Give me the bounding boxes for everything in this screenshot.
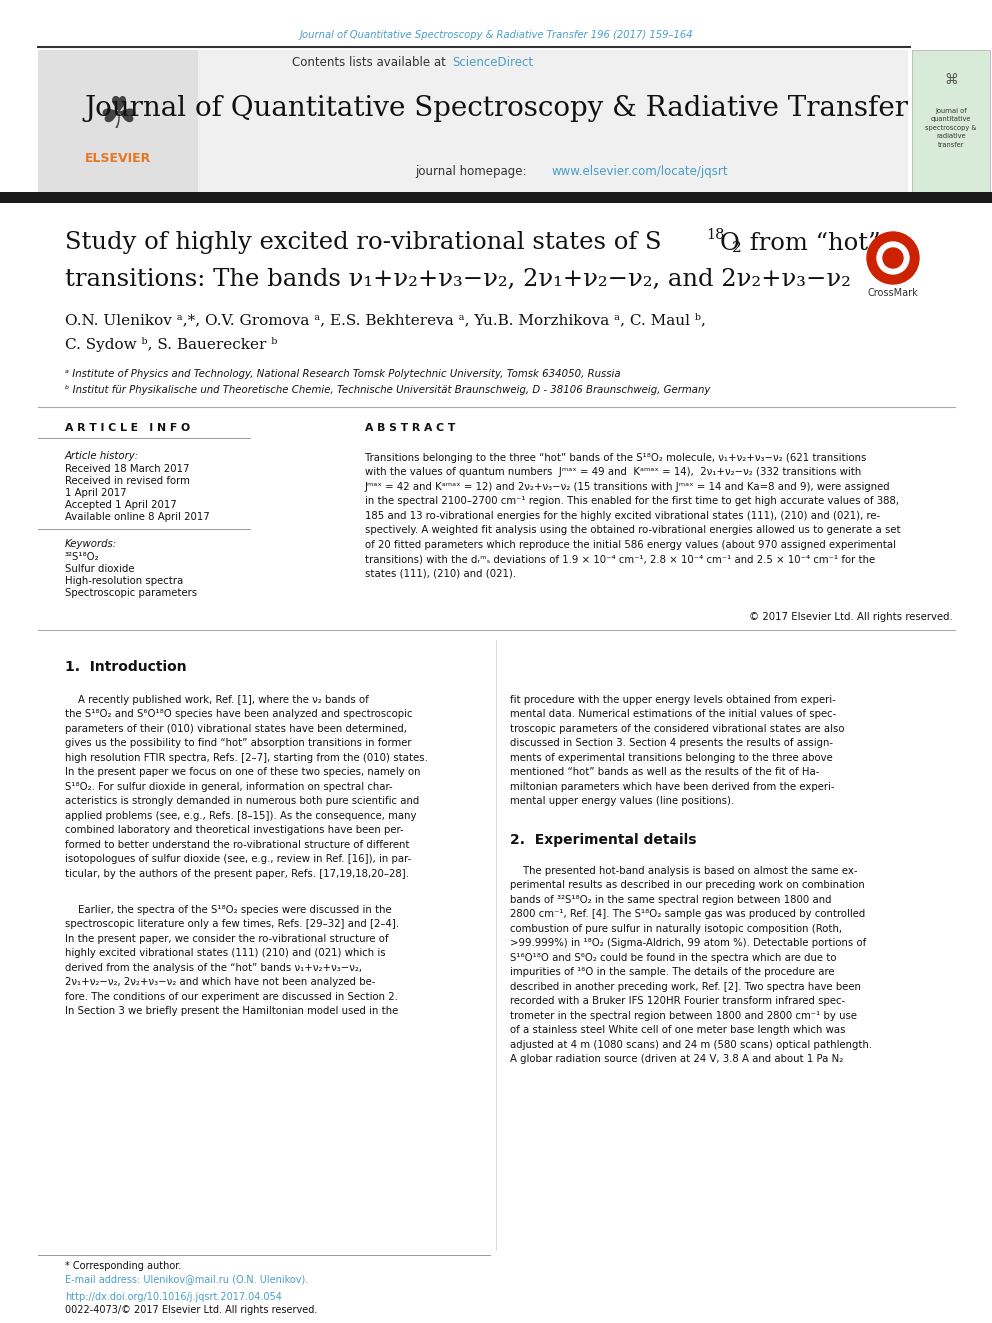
Text: transitions: The bands ν₁+ν₂+ν₃−ν₂, 2ν₁+ν₂−ν₂, and 2ν₂+ν₃−ν₂: transitions: The bands ν₁+ν₂+ν₃−ν₂, 2ν₁+… xyxy=(65,267,851,291)
Text: ☘: ☘ xyxy=(98,94,138,136)
Text: High-resolution spectra: High-resolution spectra xyxy=(65,576,184,586)
Text: Sulfur dioxide: Sulfur dioxide xyxy=(65,564,135,574)
Text: O: O xyxy=(720,232,740,254)
Text: Keywords:: Keywords: xyxy=(65,538,117,549)
Text: journal homepage:: journal homepage: xyxy=(415,165,531,179)
Text: ³²S¹⁸O₂: ³²S¹⁸O₂ xyxy=(65,552,99,562)
Text: Available online 8 April 2017: Available online 8 April 2017 xyxy=(65,512,209,523)
Text: Transitions belonging to the three “hot” bands of the S¹⁸O₂ molecule, ν₁+ν₂+ν₃−ν: Transitions belonging to the three “hot”… xyxy=(365,452,901,579)
Text: ScienceDirect: ScienceDirect xyxy=(452,57,533,70)
Text: ⌘: ⌘ xyxy=(944,73,958,87)
Text: A recently published work, Ref. [1], where the ν₂ bands of
the S¹⁸O₂ and S⁶O¹⁸O : A recently published work, Ref. [1], whe… xyxy=(65,695,428,878)
Text: 2: 2 xyxy=(732,241,742,255)
Text: Article history:: Article history: xyxy=(65,451,139,460)
Text: Spectroscopic parameters: Spectroscopic parameters xyxy=(65,587,197,598)
Text: ELSEVIER: ELSEVIER xyxy=(85,152,151,164)
Text: 1 April 2017: 1 April 2017 xyxy=(65,488,127,497)
Text: http://dx.doi.org/10.1016/j.jqsrt.2017.04.054: http://dx.doi.org/10.1016/j.jqsrt.2017.0… xyxy=(65,1293,282,1302)
Text: ᵇ Institut für Physikalische und Theoretische Chemie, Technische Universität Bra: ᵇ Institut für Physikalische und Theoret… xyxy=(65,385,710,396)
Text: ᵃ Institute of Physics and Technology, National Research Tomsk Polytechnic Unive: ᵃ Institute of Physics and Technology, N… xyxy=(65,369,621,378)
Bar xyxy=(0,192,992,202)
Text: Contents lists available at: Contents lists available at xyxy=(293,57,450,70)
Text: www.elsevier.com/locate/jqsrt: www.elsevier.com/locate/jqsrt xyxy=(552,165,729,179)
Text: 0022-4073/© 2017 Elsevier Ltd. All rights reserved.: 0022-4073/© 2017 Elsevier Ltd. All right… xyxy=(65,1304,317,1315)
Circle shape xyxy=(867,232,919,284)
Text: E-mail address: Ulenikov@mail.ru (O.N. Ulenikov).: E-mail address: Ulenikov@mail.ru (O.N. U… xyxy=(65,1274,309,1285)
Bar xyxy=(38,50,198,193)
Text: Journal of Quantitative Spectroscopy & Radiative Transfer 196 (2017) 159–164: Journal of Quantitative Spectroscopy & R… xyxy=(300,30,692,40)
Circle shape xyxy=(877,242,909,274)
Bar xyxy=(912,50,990,193)
Text: O.N. Ulenikov ᵃ,*, O.V. Gromova ᵃ, E.S. Bekhtereva ᵃ, Yu.B. Morzhikova ᵃ, C. Mau: O.N. Ulenikov ᵃ,*, O.V. Gromova ᵃ, E.S. … xyxy=(65,314,706,327)
Text: The presented hot-band analysis is based on almost the same ex-
perimental resul: The presented hot-band analysis is based… xyxy=(510,867,872,1064)
Text: Earlier, the spectra of the S¹⁸O₂ species were discussed in the
spectroscopic li: Earlier, the spectra of the S¹⁸O₂ specie… xyxy=(65,905,399,1016)
Circle shape xyxy=(883,247,903,269)
Text: from “hot”: from “hot” xyxy=(742,232,881,254)
Text: 18: 18 xyxy=(706,228,724,242)
Text: Received 18 March 2017: Received 18 March 2017 xyxy=(65,464,189,474)
Text: C. Sydow ᵇ, S. Bauerecker ᵇ: C. Sydow ᵇ, S. Bauerecker ᵇ xyxy=(65,336,278,352)
Text: CrossMark: CrossMark xyxy=(868,288,919,298)
Text: 1.  Introduction: 1. Introduction xyxy=(65,660,186,673)
Text: Received in revised form: Received in revised form xyxy=(65,476,189,486)
Text: 2.  Experimental details: 2. Experimental details xyxy=(510,833,696,847)
Text: journal of
quantitative
spectroscopy &
radiative
transfer: journal of quantitative spectroscopy & r… xyxy=(926,108,977,148)
Text: © 2017 Elsevier Ltd. All rights reserved.: © 2017 Elsevier Ltd. All rights reserved… xyxy=(749,613,953,622)
Text: A B S T R A C T: A B S T R A C T xyxy=(365,423,455,433)
Text: A R T I C L E   I N F O: A R T I C L E I N F O xyxy=(65,423,190,433)
Text: fit procedure with the upper energy levels obtained from experi-
mental data. Nu: fit procedure with the upper energy leve… xyxy=(510,695,844,806)
Text: * Corresponding author.: * Corresponding author. xyxy=(65,1261,182,1271)
Text: Accepted 1 April 2017: Accepted 1 April 2017 xyxy=(65,500,177,509)
Bar xyxy=(38,50,908,193)
Text: Study of highly excited ro-vibrational states of S: Study of highly excited ro-vibrational s… xyxy=(65,232,662,254)
Text: Journal of Quantitative Spectroscopy & Radiative Transfer: Journal of Quantitative Spectroscopy & R… xyxy=(84,94,908,122)
